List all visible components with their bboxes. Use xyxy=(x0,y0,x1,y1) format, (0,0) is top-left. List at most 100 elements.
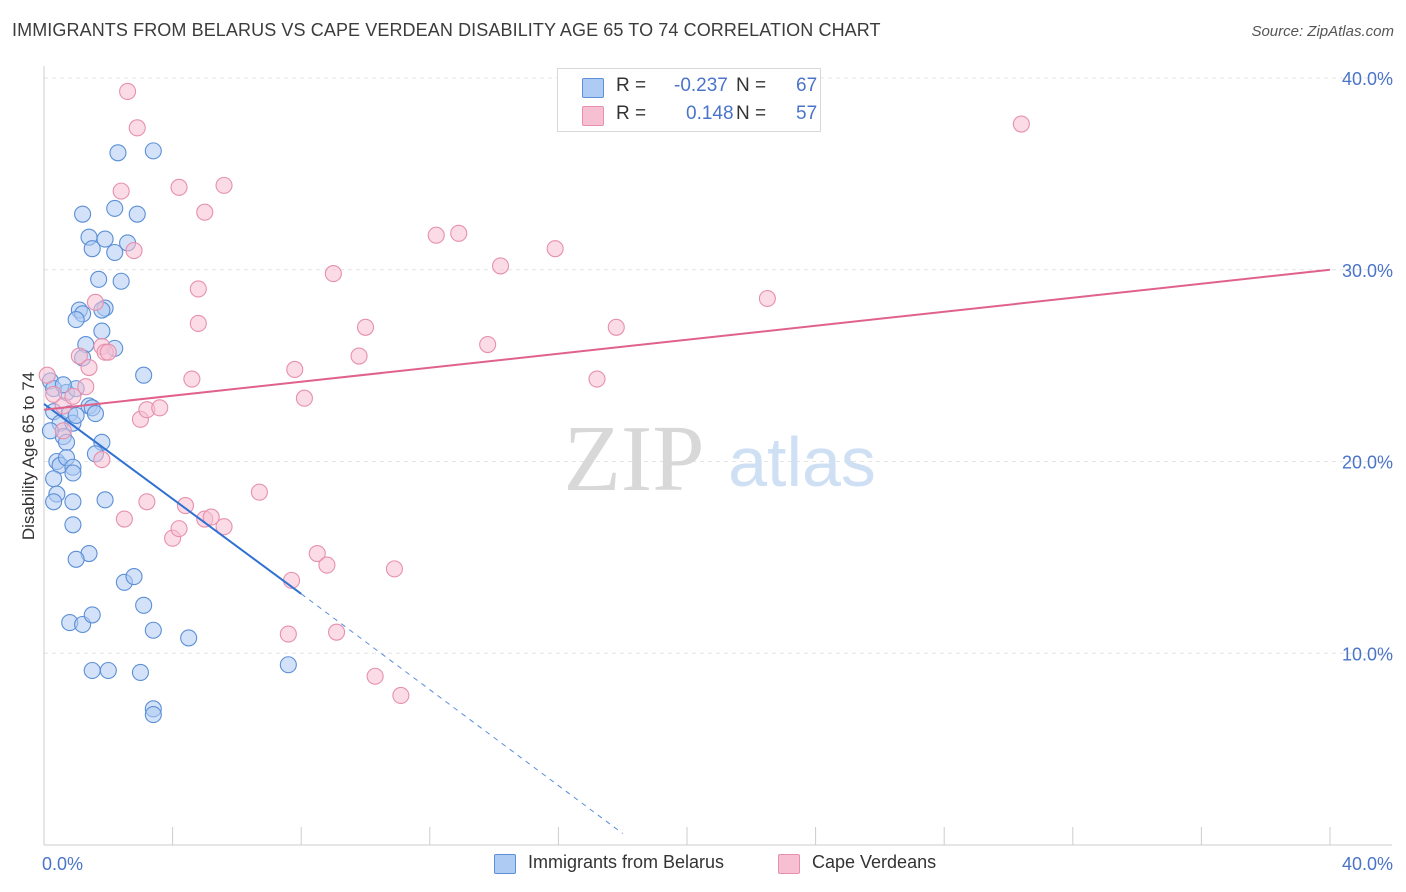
belarus-point xyxy=(131,663,149,681)
cape-verdean-point xyxy=(151,399,169,417)
legend-label-belarus: Immigrants from Belarus xyxy=(528,852,725,872)
cape-verdean-point xyxy=(80,358,98,377)
cape-verdean-point xyxy=(479,335,497,354)
cape-verdean-point xyxy=(328,623,346,641)
cape-verdean-point xyxy=(189,314,207,332)
y-tick-label: 30.0% xyxy=(1342,261,1393,281)
cape-verdean-point xyxy=(279,625,297,643)
belarus-point xyxy=(180,629,198,647)
cape-verdean-point xyxy=(86,293,104,311)
legend-r-value: -0.237 xyxy=(674,75,728,96)
legend-label-cape-verdeans: Cape Verdeans xyxy=(812,852,937,872)
legend-n-label: N = xyxy=(736,103,767,124)
cape-verdean-point xyxy=(189,280,207,298)
x-tick-label: 0.0% xyxy=(42,854,83,874)
cape-verdean-point xyxy=(170,520,188,538)
cape-verdean-point xyxy=(450,224,468,242)
cape-verdean-point xyxy=(93,451,111,469)
legend-r-label: R = xyxy=(616,103,647,124)
cape-verdean-trend-line xyxy=(43,268,1331,411)
cape-verdean-point xyxy=(38,366,56,384)
cape-verdean-point xyxy=(546,240,564,258)
cape-verdean-point xyxy=(99,343,117,361)
cape-verdean-point xyxy=(366,667,384,685)
cape-verdean-point xyxy=(308,544,326,563)
chart-title: IMMIGRANTS FROM BELARUS VS CAPE VERDEAN … xyxy=(12,20,881,40)
cape-verdean-point xyxy=(588,370,606,388)
y-tick-label: 10.0% xyxy=(1342,644,1393,664)
cape-verdean-point xyxy=(138,493,156,511)
cape-verdean-point xyxy=(112,182,130,200)
correlation-legend: R = -0.237 N = 67 R = 0.148 N = 57 xyxy=(557,68,821,132)
cape-verdean-point xyxy=(427,226,445,244)
belarus-point xyxy=(90,270,108,288)
belarus-point xyxy=(67,406,85,425)
cape-verdean-point xyxy=(128,119,146,137)
x-tick-label: 40.0% xyxy=(1342,854,1393,874)
cape-verdean-point xyxy=(350,347,368,365)
cape-verdean-point xyxy=(250,483,268,501)
cape-verdean-point xyxy=(318,556,336,574)
watermark-zip: ZIP xyxy=(564,407,705,511)
cape-verdean-point xyxy=(115,510,133,528)
legend-swatch-pink xyxy=(778,854,800,874)
cape-verdean-point xyxy=(286,360,304,379)
legend-n-value: 57 xyxy=(796,103,818,124)
belarus-point xyxy=(64,493,82,511)
y-tick-label: 40.0% xyxy=(1342,69,1393,89)
belarus-point xyxy=(109,144,127,162)
belarus-point xyxy=(96,491,114,509)
belarus-point xyxy=(125,567,143,586)
cape-verdean-point xyxy=(385,560,403,578)
cape-verdean-point xyxy=(215,518,233,536)
belarus-point xyxy=(144,706,162,724)
legend-swatch-blue xyxy=(582,78,604,98)
cape-verdean-point xyxy=(202,508,220,526)
y-tick-label: 20.0% xyxy=(1342,453,1393,473)
cape-verdean-point xyxy=(196,203,214,221)
cape-verdean-point xyxy=(295,389,313,407)
source-credit: Source: ZipAtlas.com xyxy=(1251,23,1394,40)
cape-verdean-point xyxy=(356,318,375,336)
belarus-point xyxy=(74,205,92,223)
belarus-point xyxy=(83,240,101,258)
belarus-point xyxy=(135,596,153,614)
tick-labels: 10.0% 20.0% 30.0% 40.0% 0.0% 40.0% xyxy=(42,69,1393,874)
series-cape-verdeans-points xyxy=(38,82,1030,704)
grid-lines xyxy=(44,77,1392,654)
belarus-point xyxy=(135,366,153,384)
cape-verdean-point xyxy=(1012,115,1030,133)
watermark: ZIP atlas xyxy=(564,407,876,511)
belarus-trend-extension xyxy=(300,593,623,834)
cape-verdean-point xyxy=(491,257,510,275)
cape-verdean-point xyxy=(183,370,201,388)
belarus-point xyxy=(64,464,82,482)
cape-verdean-point xyxy=(125,242,143,260)
belarus-point xyxy=(67,311,85,329)
cape-verdean-point xyxy=(758,289,776,308)
cape-verdean-point xyxy=(119,82,137,100)
belarus-point xyxy=(128,205,146,223)
belarus-point xyxy=(83,661,101,680)
cape-verdean-point xyxy=(170,178,188,196)
trend-lines xyxy=(43,268,1331,834)
cape-verdean-point xyxy=(64,387,82,405)
legend-r-label: R = xyxy=(616,75,647,96)
belarus-point xyxy=(45,493,63,511)
belarus-point xyxy=(67,550,85,568)
belarus-point xyxy=(144,142,162,160)
belarus-point xyxy=(93,322,111,340)
cape-verdean-point xyxy=(215,176,233,194)
series-belarus-points xyxy=(41,142,297,724)
cape-verdean-point xyxy=(176,497,195,515)
belarus-point xyxy=(99,661,117,680)
belarus-point xyxy=(45,470,63,488)
legend-n-label: N = xyxy=(736,75,767,96)
cape-verdean-point xyxy=(607,318,625,336)
cape-verdean-point xyxy=(77,378,95,396)
cape-verdean-point xyxy=(324,265,342,283)
belarus-point xyxy=(83,606,101,624)
belarus-point xyxy=(86,405,104,423)
legend-swatch-blue xyxy=(494,854,516,874)
